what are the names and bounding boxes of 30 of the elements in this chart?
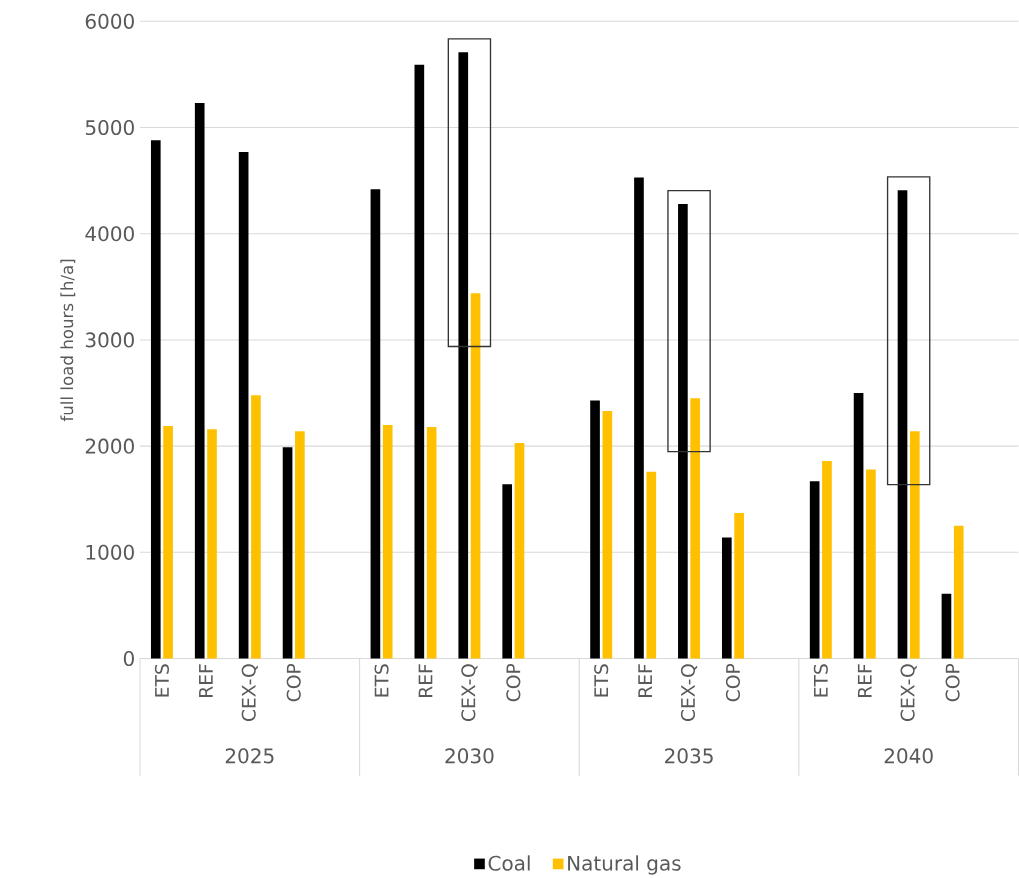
y-tick-label: 0 <box>123 651 134 667</box>
x-tick-label: ETS <box>374 664 389 697</box>
x-tick-label: COP <box>506 663 521 702</box>
x-tick-label: COP <box>286 663 301 702</box>
y-tick-label: 2000 <box>85 438 134 454</box>
x-tick-label: REF <box>638 664 652 697</box>
x-tick-label: COP <box>945 663 960 702</box>
x-tick-label: CEX-Q <box>680 664 698 722</box>
x-tick-label: CEX-Q <box>461 664 478 722</box>
x-tick-label: ETS <box>813 664 828 697</box>
x-tick-label: ETS <box>594 664 609 697</box>
text: 2025 <box>225 748 274 764</box>
x-tick-label: CEX-Q <box>241 664 258 722</box>
x-tick-label: REF <box>199 664 213 697</box>
y-tick-label: 5000 <box>85 120 134 136</box>
text: 2035 <box>665 748 713 764</box>
legend-label: Coal <box>488 855 530 871</box>
y-axis-title: full load hours [h/a] <box>60 259 76 422</box>
y-tick-label: 4000 <box>85 226 134 242</box>
legend-label: Natural gas <box>568 855 681 875</box>
x-tick-label: ETS <box>154 664 169 697</box>
x-tick-label: COP <box>725 663 741 702</box>
y-tick-label: 6000 <box>85 13 134 29</box>
text: 2040 <box>884 748 933 764</box>
x-tick-label: REF <box>418 664 433 697</box>
x-tick-label: REF <box>857 664 872 697</box>
text: 2030 <box>445 748 494 764</box>
y-tick-label: 1000 <box>86 544 134 560</box>
x-tick-label: CEX-Q <box>900 664 917 722</box>
y-tick-label: 3000 <box>85 332 134 348</box>
